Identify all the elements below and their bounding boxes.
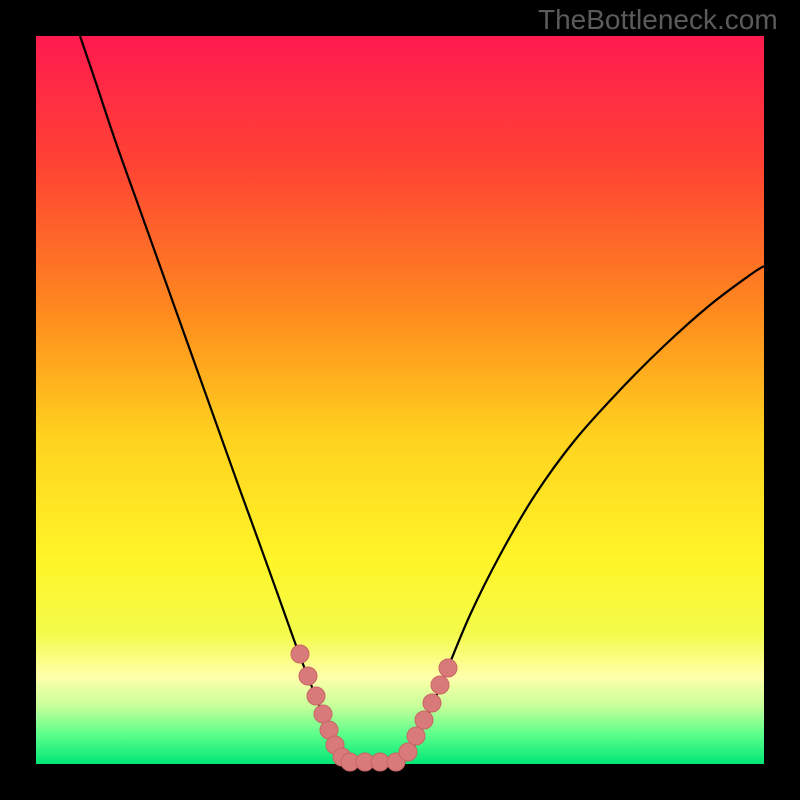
marker-group xyxy=(291,645,457,771)
data-marker xyxy=(439,659,457,677)
data-marker xyxy=(431,676,449,694)
data-marker xyxy=(371,753,389,771)
data-marker xyxy=(399,743,417,761)
watermark-text: TheBottleneck.com xyxy=(538,4,778,36)
curve-layer xyxy=(0,0,800,800)
data-marker xyxy=(307,687,325,705)
data-marker xyxy=(291,645,309,663)
chart-canvas: TheBottleneck.com xyxy=(0,0,800,800)
data-marker xyxy=(314,705,332,723)
right-curve xyxy=(402,266,764,762)
data-marker xyxy=(423,694,441,712)
data-marker xyxy=(299,667,317,685)
data-marker xyxy=(415,711,433,729)
data-marker xyxy=(407,727,425,745)
